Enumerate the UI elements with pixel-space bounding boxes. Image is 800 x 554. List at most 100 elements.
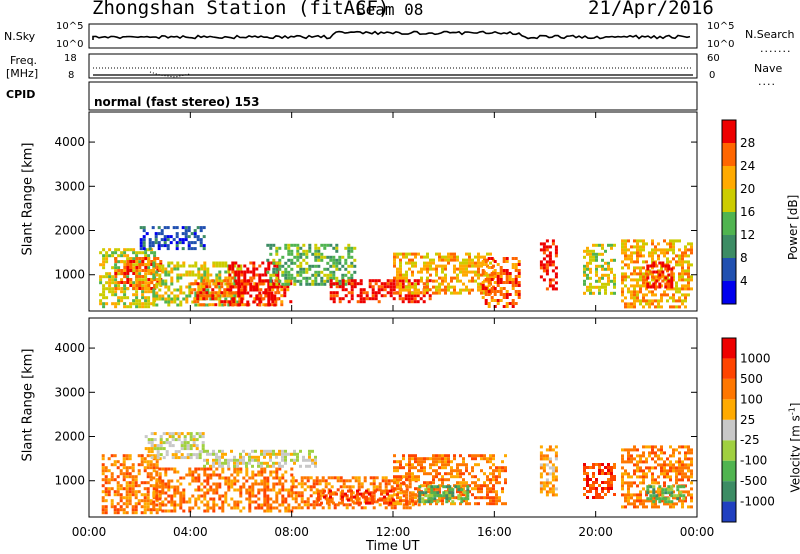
- data-cell: [228, 273, 232, 277]
- data-cell: [654, 251, 657, 255]
- data-cell: [138, 260, 142, 264]
- data-cell: [266, 506, 270, 510]
- data-cell: [179, 482, 183, 486]
- data-cell: [426, 261, 429, 265]
- data-cell: [621, 242, 624, 246]
- data-cell: [682, 485, 686, 489]
- data-cell: [350, 261, 354, 265]
- data-cell: [160, 238, 164, 242]
- data-cell: [551, 493, 555, 497]
- data-cell: [499, 278, 503, 281]
- data-cell: [642, 469, 645, 473]
- data-cell: [263, 494, 267, 498]
- data-cell: [514, 284, 518, 287]
- data-cell: [365, 297, 369, 301]
- data-cell: [278, 449, 281, 453]
- data-cell: [176, 294, 180, 298]
- data-cell: [399, 282, 402, 286]
- data-cell: [675, 478, 678, 482]
- data-cell: [624, 251, 627, 255]
- data-cell: [664, 282, 668, 286]
- data-cell: [457, 485, 461, 489]
- data-cell: [155, 482, 159, 486]
- data-cell: [173, 494, 177, 498]
- data-cell: [263, 500, 267, 504]
- data-cell: [624, 472, 627, 476]
- data-cell: [200, 279, 204, 283]
- data-cell: [218, 449, 221, 453]
- data-cell: [206, 479, 210, 483]
- data-cell: [663, 484, 666, 488]
- data-cell: [652, 500, 656, 504]
- data-cell: [607, 243, 610, 247]
- data-cell: [374, 282, 378, 286]
- data-cell: [114, 281, 118, 285]
- data-cell: [456, 469, 459, 473]
- data-cell: [681, 466, 684, 470]
- data-cell: [456, 279, 459, 283]
- data-cell: [627, 257, 630, 261]
- data-cell: [417, 475, 420, 479]
- data-cell: [287, 491, 291, 495]
- data-cell: [624, 239, 627, 243]
- data-cell: [193, 241, 197, 245]
- data-cell: [211, 288, 215, 292]
- data-cell: [158, 476, 162, 480]
- data-cell: [539, 475, 543, 479]
- data-cell: [151, 244, 155, 248]
- data-cell: [272, 243, 276, 247]
- data-cell: [291, 479, 295, 483]
- data-cell: [102, 254, 106, 258]
- data-cell: [444, 258, 447, 262]
- data-cell: [143, 481, 147, 485]
- data-cell: [332, 258, 336, 262]
- data-cell: [601, 258, 604, 262]
- data-cell: [158, 294, 162, 298]
- data-cell: [132, 269, 136, 273]
- data-cell: [281, 497, 285, 501]
- data-cell: [146, 472, 150, 476]
- data-cell: [218, 303, 222, 307]
- data-cell: [657, 457, 660, 461]
- data-cell: [302, 258, 306, 262]
- data-cell: [153, 254, 157, 258]
- data-cell: [320, 501, 323, 505]
- data-cell: [480, 454, 483, 458]
- data-cell: [477, 282, 480, 286]
- data-cell: [646, 485, 650, 489]
- data-cell: [272, 500, 276, 504]
- data-cell: [344, 294, 348, 298]
- data-cell: [179, 497, 183, 501]
- data-cell: [447, 499, 450, 503]
- data-cell: [636, 448, 639, 452]
- data-cell: [341, 276, 345, 280]
- data-cell: [326, 498, 329, 502]
- data-cell: [498, 469, 501, 473]
- data-cell: [636, 239, 639, 243]
- data-cell: [146, 496, 150, 500]
- data-cell: [302, 267, 306, 271]
- data-cell: [658, 497, 662, 501]
- data-cell: [119, 505, 123, 509]
- data-cell: [661, 488, 665, 492]
- data-cell: [432, 463, 435, 467]
- data-cell: [179, 291, 183, 295]
- data-cell: [504, 478, 507, 482]
- data-cell: [542, 463, 546, 467]
- data-cell: [129, 260, 133, 263]
- data-cell: [669, 245, 672, 249]
- data-cell: [542, 269, 546, 273]
- data-cell: [226, 282, 230, 286]
- data-cell: [280, 294, 284, 298]
- data-cell: [170, 509, 174, 513]
- data-cell: [496, 299, 500, 302]
- data-cell: [141, 251, 145, 255]
- data-cell: [142, 226, 146, 230]
- data-cell: [429, 466, 432, 470]
- data-cell: [610, 484, 613, 487]
- data-cell: [206, 452, 209, 456]
- data-cell: [393, 252, 396, 256]
- data-cell: [548, 490, 552, 494]
- data-cell: [435, 472, 438, 476]
- data-cell: [545, 239, 549, 243]
